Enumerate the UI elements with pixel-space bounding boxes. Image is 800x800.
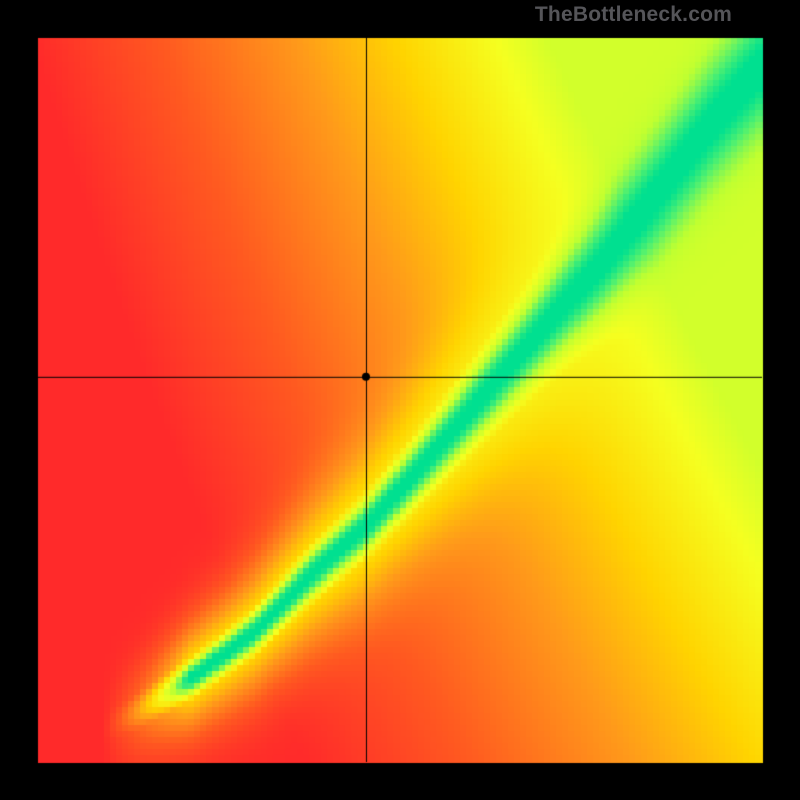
- chart-container: TheBottleneck.com: [0, 0, 800, 800]
- watermark-text: TheBottleneck.com: [535, 3, 732, 27]
- bottleneck-heatmap: [0, 0, 800, 800]
